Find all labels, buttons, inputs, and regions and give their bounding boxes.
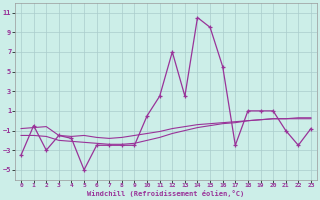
X-axis label: Windchill (Refroidissement éolien,°C): Windchill (Refroidissement éolien,°C) <box>87 190 244 197</box>
